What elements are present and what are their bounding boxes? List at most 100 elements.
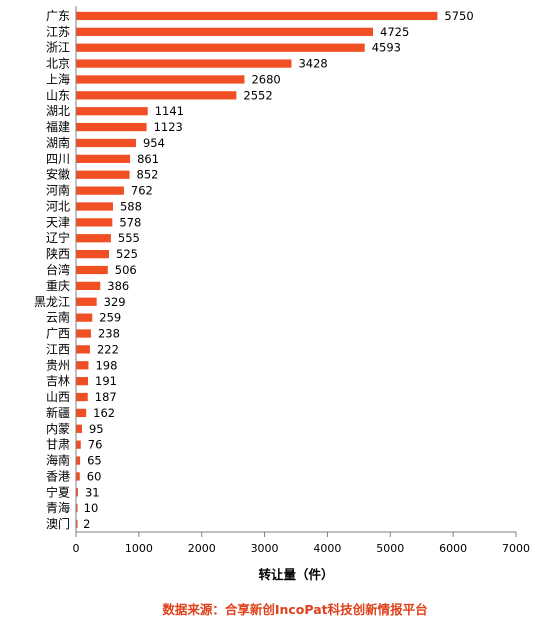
bar-28 (76, 440, 81, 449)
category-label: 浙江 (46, 41, 70, 55)
bar-2 (76, 27, 373, 36)
value-label: 588 (120, 199, 142, 213)
value-label: 95 (89, 422, 104, 436)
value-label: 162 (93, 406, 115, 420)
category-label: 澳门 (46, 516, 70, 531)
value-label: 954 (143, 136, 165, 150)
category-label: 新疆 (46, 405, 70, 420)
value-label: 861 (137, 152, 159, 166)
bar-15 (76, 234, 111, 243)
bar-23 (76, 361, 89, 370)
value-label: 60 (87, 469, 102, 483)
value-label: 852 (137, 168, 159, 182)
x-axis-title: 转让量（件） (258, 567, 333, 582)
category-label: 宁夏 (46, 484, 70, 499)
category-label: 湖北 (46, 103, 70, 118)
x-tick-label: 0 (73, 542, 80, 555)
value-label: 762 (131, 184, 153, 198)
value-label: 198 (95, 358, 117, 372)
value-label: 5750 (444, 9, 473, 23)
value-label: 4725 (380, 25, 409, 39)
bar-5 (76, 75, 245, 84)
value-label: 31 (85, 485, 100, 499)
value-label: 1141 (155, 104, 184, 118)
bar-18 (76, 281, 101, 291)
value-label: 4593 (372, 41, 401, 55)
bar-27 (76, 424, 82, 433)
value-label: 1123 (154, 120, 183, 134)
bar-19 (76, 297, 97, 306)
bar-1 (76, 11, 438, 21)
category-label: 吉林 (46, 374, 70, 388)
category-label: 陕西 (46, 246, 70, 261)
value-label: 222 (97, 342, 119, 356)
bar-14 (76, 218, 113, 227)
category-label: 湖南 (46, 135, 70, 150)
bar-11 (76, 170, 130, 179)
category-label: 河南 (46, 183, 70, 198)
bar-10 (76, 154, 131, 163)
category-labels: 广东江苏浙江北京上海山东湖北福建湖南四川安徽河南河北天津辽宁陕西台湾重庆黑龙江云… (34, 9, 70, 531)
value-label: 191 (95, 374, 117, 388)
value-label: 386 (107, 279, 129, 293)
bar-4 (76, 59, 292, 68)
bar-25 (76, 392, 88, 402)
bar-17 (76, 265, 108, 275)
category-label: 上海 (46, 71, 70, 86)
bar-9 (76, 138, 136, 148)
category-label: 海南 (46, 453, 70, 468)
bar-13 (76, 202, 113, 211)
bar-6 (76, 91, 237, 100)
bar-7 (76, 107, 148, 116)
value-label: 187 (95, 390, 117, 404)
value-label: 555 (118, 231, 140, 245)
x-axis-ticks: 0 1000 2000 3000 4000 5000 6000 7000 (73, 532, 530, 555)
bar-21 (76, 329, 91, 338)
value-label: 3428 (298, 57, 327, 71)
category-label: 江苏 (46, 25, 70, 39)
value-label: 10 (84, 501, 99, 515)
value-label: 578 (119, 215, 141, 229)
value-labels: 5750 4725 4593 3428 2680 2552 1141 1123 954 861 85… (83, 9, 474, 531)
x-tick-label: 2000 (188, 542, 216, 555)
bar-32 (76, 504, 78, 513)
category-label: 山西 (46, 390, 70, 404)
value-label: 2 (83, 517, 90, 531)
category-label: 广东 (46, 9, 70, 23)
value-label: 259 (99, 311, 121, 325)
category-label: 北京 (46, 57, 70, 71)
bars-layer (76, 11, 438, 529)
x-tick-label: 6000 (439, 542, 467, 555)
category-label: 辽宁 (46, 230, 70, 245)
category-label: 甘肃 (46, 438, 70, 452)
bar-16 (76, 249, 109, 259)
category-label: 江西 (46, 342, 70, 356)
bar-33 (76, 519, 78, 529)
bar-3 (76, 43, 365, 52)
bar-31 (76, 488, 78, 497)
bar-30 (76, 472, 80, 481)
category-label: 台湾 (46, 262, 70, 277)
bar-8 (76, 122, 147, 132)
category-label: 山东 (46, 88, 70, 102)
category-label: 天津 (46, 215, 70, 229)
value-label: 238 (98, 327, 120, 341)
category-label: 香港 (46, 469, 70, 483)
value-label: 2680 (251, 72, 280, 86)
value-label: 76 (88, 438, 103, 452)
category-label: 黑龙江 (34, 295, 70, 309)
category-label: 安徽 (46, 167, 70, 182)
category-label: 河北 (46, 199, 70, 213)
category-label: 内蒙 (46, 422, 70, 436)
data-source-note: 数据来源：合享新创IncoPat科技创新情报平台 (161, 602, 427, 617)
x-tick-label: 5000 (376, 542, 404, 555)
x-tick-label: 4000 (313, 542, 341, 555)
category-label: 青海 (46, 500, 70, 515)
value-label: 506 (115, 263, 137, 277)
value-label: 329 (104, 295, 126, 309)
x-tick-label: 3000 (251, 542, 279, 555)
value-label: 525 (116, 247, 138, 261)
category-label: 广西 (46, 327, 70, 341)
